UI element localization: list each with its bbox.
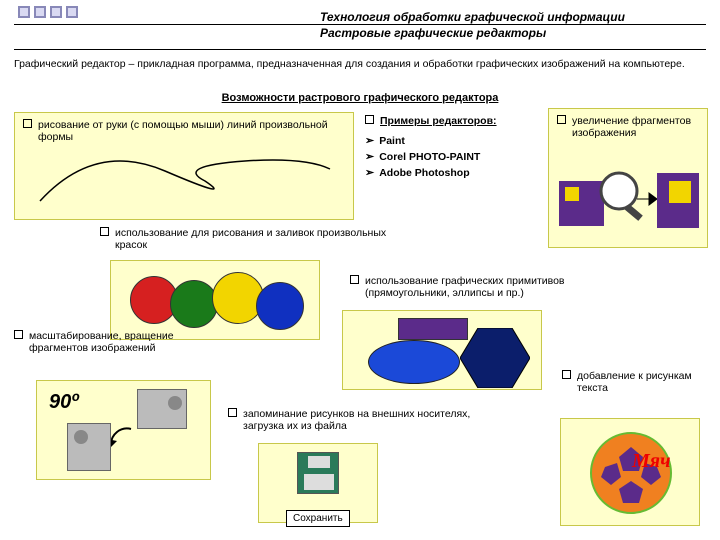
box-zoom: увеличение фрагментов изображения: [548, 108, 708, 248]
ellipse-blue: [368, 340, 460, 384]
editor-item: Corel PHOTO-PAINT: [379, 151, 480, 163]
bullet-icon: [23, 119, 32, 128]
bullet-icon: [228, 408, 237, 417]
box-freehand: рисование от руки (с помощью мыши) линий…: [14, 112, 354, 220]
bullet-icon: [14, 330, 23, 339]
bullet-icon: [562, 370, 571, 379]
save-button[interactable]: Сохранить: [286, 510, 350, 527]
header-rule-bottom: [14, 49, 706, 50]
ball-label: Мяч: [632, 450, 671, 473]
title-line-2: Растровые графические редакторы: [320, 26, 706, 42]
feature-colors: использование для рисования и заливок пр…: [115, 227, 400, 251]
chevron-icon: ➢: [365, 151, 374, 163]
subheader: Возможности растрового графического реда…: [0, 92, 720, 104]
title-line-1: Технология обработки графической информа…: [320, 10, 706, 26]
feature-freehand: рисование от руки (с помощью мыши) линий…: [38, 119, 345, 143]
box-ball: [560, 418, 700, 526]
editors-heading: Примеры редакторов:: [380, 115, 497, 127]
deco-squares: [18, 6, 78, 18]
editor-item: Paint: [379, 135, 405, 147]
box-rotate: 90º: [36, 380, 211, 480]
circle-blue: [256, 282, 304, 330]
feature-zoom: увеличение фрагментов изображения: [572, 115, 699, 139]
bullet-icon: [100, 227, 109, 236]
chevron-icon: ➢: [365, 135, 374, 147]
rect-purple: [398, 318, 468, 340]
freehand-curve-icon: [35, 151, 335, 211]
floppy-icon: [297, 452, 339, 494]
hexagon-navy: [460, 328, 530, 388]
circle-green: [170, 280, 218, 328]
rotate-label: 90º: [49, 391, 79, 414]
feature-save: запоминание рисунков на внешних носителя…: [243, 408, 488, 432]
camera-icon: [137, 389, 187, 429]
chevron-icon: ➢: [365, 167, 374, 179]
editors-list: Примеры редакторов: ➢ Paint ➢ Corel PHOTO-…: [365, 115, 497, 182]
ball-icon: [589, 431, 673, 515]
intro-text: Графический редактор – прикладная програ…: [14, 58, 706, 72]
bullet-icon: [557, 115, 566, 124]
zoom-illustration: [559, 163, 699, 239]
feature-primitives: использование графических примитивов (пр…: [365, 275, 610, 299]
editor-item: Adobe Photoshop: [379, 167, 469, 179]
bullet-icon: [350, 275, 359, 284]
feature-transform: масштабирование, вращение фрагментов изо…: [29, 330, 204, 354]
page-title: Технология обработки графической информа…: [320, 10, 706, 41]
feature-text: добавление к рисункам текста: [577, 370, 712, 394]
bullet-icon: [365, 115, 374, 124]
camera-rotated-icon: [67, 423, 111, 471]
